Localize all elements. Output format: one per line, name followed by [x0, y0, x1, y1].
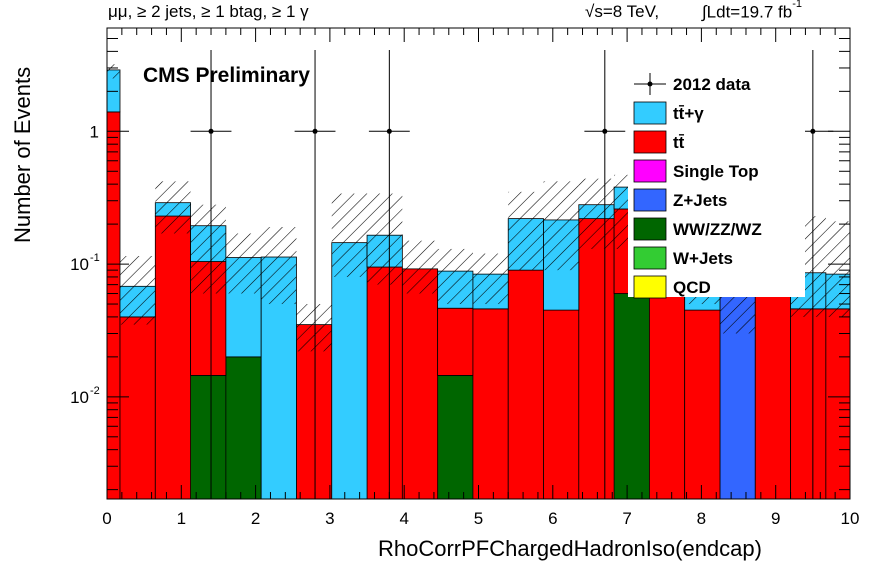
y-tick-label-1: 10 — [70, 255, 89, 274]
data-point-4 — [810, 128, 816, 134]
uncertainty-band-9 — [402, 240, 438, 294]
x-tick-label-7: 7 — [622, 509, 631, 528]
bar-tt--1 — [119, 316, 156, 499]
bar-ww-zz-wz-10 — [437, 375, 474, 499]
uncertainty-band-12 — [508, 191, 544, 271]
legend-swatch-single-top — [633, 159, 667, 183]
legend-label-ww-zz-wz: WW/ZZ/WZ — [673, 220, 762, 239]
data-point-1 — [312, 128, 318, 134]
data-point-0 — [208, 128, 214, 134]
legend-swatch-w-jets — [633, 246, 667, 270]
y-tick-label-2: 10 — [70, 388, 89, 407]
uncertainty-band-5 — [261, 227, 297, 305]
data-point-2 — [386, 128, 392, 134]
legend-label-qcd: QCD — [673, 278, 711, 297]
legend-swatch-tt- — [633, 130, 667, 154]
channel-label: μμ, ≥ 2 jets, ≥ 1 btag, ≥ 1 γ — [108, 2, 309, 21]
energy-label: √s=8 TeV, — [585, 2, 660, 21]
bar-ww-zz-wz-15 — [613, 293, 650, 499]
lumi-value: ∫Ldt=19.7 fb — [702, 2, 793, 22]
legend-label-2012-data: 2012 data — [673, 75, 751, 94]
legend-label-tt-: tt̄+γ — [673, 104, 704, 123]
x-tick-label-4: 4 — [399, 509, 408, 528]
uncertainty-band-10 — [437, 248, 473, 305]
bar-tt--7 — [331, 242, 368, 499]
legend-marker-dot — [647, 81, 653, 87]
lumi-exponent: -1 — [792, 0, 802, 10]
uncertainty-band-11 — [472, 253, 509, 305]
uncertainty-band-3 — [190, 204, 226, 294]
uncertainty-band-6 — [296, 304, 332, 352]
y-tick-exponent-1: -1 — [90, 252, 100, 264]
x-tick-label-1: 1 — [177, 509, 186, 528]
bar-tt--11 — [472, 308, 509, 499]
bar-ww-zz-wz-3 — [190, 375, 227, 499]
bar-tt--13 — [543, 309, 580, 499]
uncertainty-band-21 — [825, 221, 850, 317]
uncertainty-band-1 — [120, 256, 156, 325]
legend-swatch-ww-zz-wz — [633, 217, 667, 241]
legend-label-z-jets: Z+Jets — [673, 191, 727, 210]
legend-label-single-top: Single Top — [673, 162, 759, 181]
bar-tt--14 — [578, 218, 615, 499]
uncertainty-band-7 — [331, 193, 368, 277]
data-point-3 — [602, 128, 608, 134]
bar-tt--2 — [154, 215, 191, 499]
x-tick-label-2: 2 — [251, 509, 260, 528]
legend-label-tt-: tt̄ — [673, 133, 685, 152]
data-points — [190, 50, 834, 499]
uncertainty-band-14 — [578, 178, 615, 249]
x-tick-label-5: 5 — [474, 509, 483, 528]
y-tick-label-0: 1 — [90, 122, 99, 141]
x-tick-label-8: 8 — [697, 509, 706, 528]
legend-swatch-qcd — [633, 275, 667, 299]
bar-tt--8 — [366, 266, 403, 499]
bar-tt--12 — [507, 269, 544, 499]
bar-tt--0 — [107, 111, 121, 499]
x-tick-label-6: 6 — [548, 509, 557, 528]
lumi-label: ∫Ldt=19.7 fb-1 — [702, 0, 802, 23]
bar-ww-zz-wz-4 — [225, 356, 262, 499]
bar-tt--10 — [437, 307, 474, 376]
uncertainty-band-2 — [155, 181, 191, 234]
uncertainty-band-4 — [225, 233, 262, 294]
uncertainty-band-8 — [367, 193, 403, 285]
bar-tt--9 — [401, 268, 439, 499]
x-axis-title: RhoCorrPFChargedHadronIso(endcap) — [378, 536, 762, 561]
bar-tt--17 — [684, 309, 721, 499]
legend-swatch-z-jets — [633, 188, 667, 212]
x-tick-label-3: 3 — [325, 509, 334, 528]
legend-label-w-jets: W+Jets — [673, 249, 733, 268]
legend: 2012 data tt̄+γ tt̄ Single Top Z+Jets WW/ZZ/W… — [628, 70, 805, 299]
x-tick-label-9: 9 — [771, 509, 780, 528]
x-tick-label-10: 10 — [841, 509, 860, 528]
bar-tt--21 — [825, 308, 850, 499]
cms-preliminary-label: CMS Preliminary — [143, 64, 310, 87]
x-tick-label-0: 0 — [102, 509, 111, 528]
bar-tt--20 — [790, 308, 827, 499]
uncertainty-band-0 — [107, 64, 121, 79]
y-tick-exponent-2: -2 — [90, 385, 100, 397]
legend-swatch-tt- — [633, 101, 667, 125]
uncertainty-band-13 — [543, 181, 579, 271]
